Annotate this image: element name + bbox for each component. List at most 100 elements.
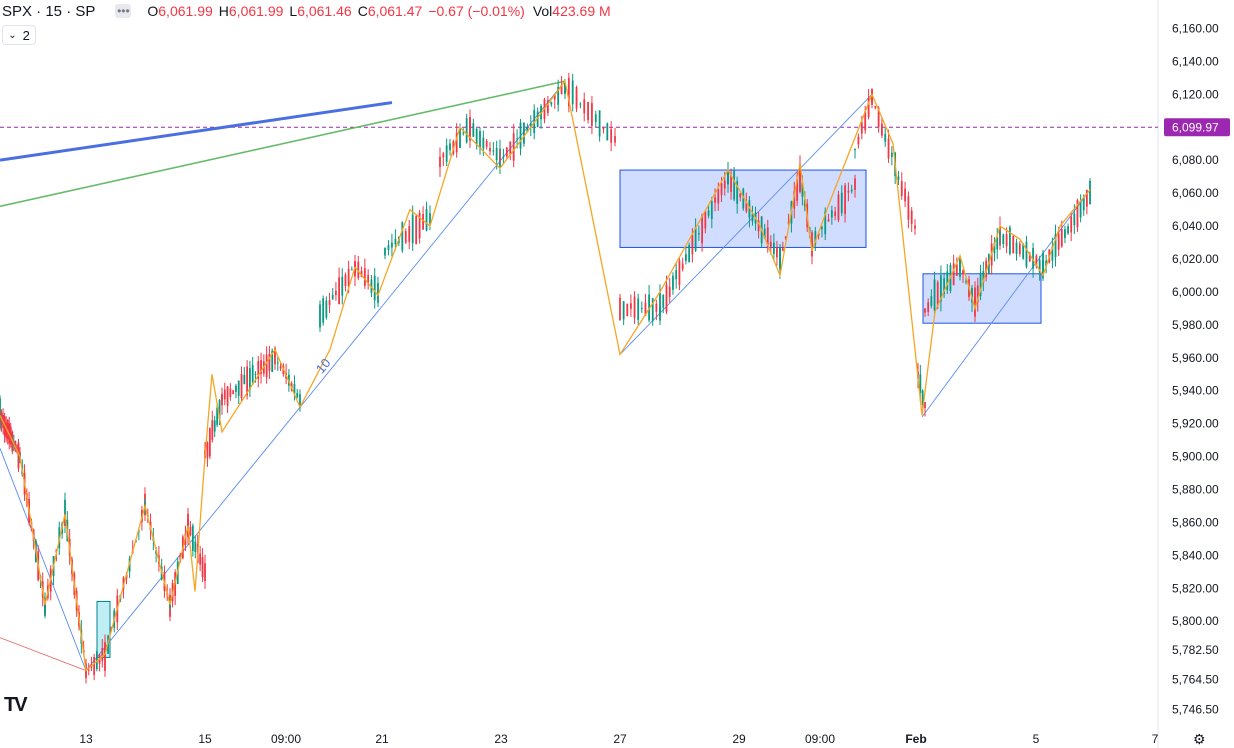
candle-body [701,214,703,244]
candle-body [614,135,616,143]
candle-body [363,268,366,286]
candle-body [401,222,404,251]
candle-body [976,285,979,303]
candle-body [357,261,360,279]
candle-body [619,297,621,321]
price-axis-label: 6,040.00 [1172,219,1219,233]
candle-body [408,226,411,242]
candle-body [1042,252,1044,279]
candle-body [557,86,560,105]
candle-body [564,82,566,94]
candle-body [199,553,202,565]
candle-body [1035,255,1038,267]
candle-body [606,123,609,141]
candle-body [694,226,697,251]
candle-body [492,150,495,152]
candle-body [226,386,229,406]
candle-body [276,362,279,364]
candle-body [344,274,347,287]
candle-body [857,136,860,145]
volume-value: 423.69 M [552,3,611,19]
candle-body [927,302,930,312]
candle-body [17,442,20,469]
candle-body [959,259,961,277]
candle-body [955,264,958,276]
candle-body [1073,213,1076,226]
candle-body [720,183,723,196]
candle-body [459,128,461,149]
candle-body [965,281,967,283]
price-axis-label: 6,020.00 [1172,252,1219,266]
candle-body [331,294,334,299]
candle-body [630,303,632,309]
candle-body [591,103,593,126]
price-axis-label: 5,820.00 [1172,581,1219,595]
candle-body [748,200,751,218]
candle-body [360,270,363,278]
candle-body [781,248,784,251]
gear-icon[interactable]: ⚙ [1193,731,1206,747]
time-axis-label: 15 [198,732,212,746]
candle-body [704,211,707,229]
indicators-toggle-button[interactable]: ⌄ 2 [2,25,36,45]
candle-body [763,228,766,239]
candle-body [449,143,451,151]
candle-body [626,303,629,316]
candle-body [296,392,299,398]
candle-body [659,307,661,313]
candle-body [519,122,522,149]
symbol-title[interactable]: SPX · 15 · SP [2,2,96,20]
candle-body [824,211,827,235]
candle-body [648,294,650,321]
price-axis-label: 5,920.00 [1172,417,1219,431]
candle-body [919,374,922,393]
candle-body [265,354,268,378]
candle-body [784,236,787,239]
price-axis-label: 5,840.00 [1172,548,1219,562]
candle-body [1025,241,1028,267]
candle-body [637,298,640,320]
candle-body [442,153,445,158]
candle-body [1022,243,1025,259]
price-axis-label: 5,900.00 [1172,450,1219,464]
price-axis-label: 5,960.00 [1172,351,1219,365]
candle-body [187,513,189,538]
candle-body [257,361,260,379]
candle-body [429,213,431,224]
channel-line [0,637,87,672]
candle-body [787,221,790,224]
candle-body [350,269,353,271]
candle-body [229,388,232,397]
price-axis-label: 5,764.50 [1172,673,1219,687]
ellipsis-icon[interactable]: ••• [115,4,132,18]
current-price-tag [1164,118,1230,137]
candle-body [391,242,393,248]
candle-body [897,176,900,180]
candle-body [509,141,512,155]
candle-body [887,138,890,159]
candle-body [854,178,856,190]
candle-body [213,420,216,432]
candle-body [910,210,913,224]
low-label: L [289,3,298,19]
candle-body [394,238,397,245]
candle-body [844,185,846,214]
tradingview-logo[interactable]: TV [4,694,28,716]
candle-body [550,101,553,105]
candle-body [328,300,331,306]
candle-body [854,149,856,151]
candle-body [772,242,775,254]
candle-body [469,116,471,136]
candle-body [5,422,8,438]
candle-body [274,348,276,365]
open-label: O [147,3,159,19]
candle-body [475,128,478,145]
candle-body [757,220,760,232]
candle-body [1082,197,1085,211]
candle-body [837,194,840,221]
candle-body [6,420,9,440]
time-axis-label: 13 [79,732,93,746]
candle-body [662,294,665,308]
candle-body [730,175,732,192]
